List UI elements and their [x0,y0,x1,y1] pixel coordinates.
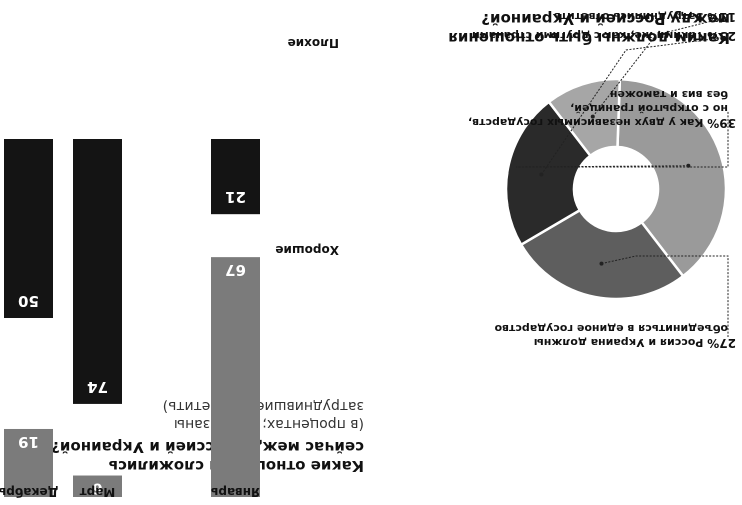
pie-leader-3-dot [590,114,595,119]
pie-leader-3 [592,16,729,117]
pie-slice-1 [519,208,685,301]
pie-leader-1 [601,255,729,337]
bar-bad-2 [4,139,53,318]
pie-leader-2-dot [539,172,544,177]
bar-good-label-1: 6 [92,480,102,498]
bar-good-0 [211,257,260,497]
pie-leader-2 [540,36,729,175]
bar-good-2 [4,428,53,497]
bar-good-label-2: 19 [18,433,39,451]
bar-category-2: Декабрь [0,485,58,499]
pie-slice-3 [547,77,622,158]
bar-category-0: Январь [210,485,260,499]
bar-bad-label-2: 50 [18,292,39,310]
bar-bad-label-1: 74 [87,378,108,396]
legend-bad: Плохие [287,36,339,50]
bar-bad-label-0: 21 [225,188,246,206]
bar-category-1: Март [80,485,116,499]
bar-bad-0 [211,139,260,215]
pie-leader-0 [515,111,729,168]
pie-slice-0 [616,77,728,278]
pie-slice-2 [504,100,593,247]
bar-good-1 [73,475,122,497]
pie-leader-0-dot [686,163,691,168]
legend-good: Хорошие [275,243,339,257]
pie-leader-1-dot [599,261,604,266]
bar-good-label-0: 67 [225,261,246,279]
bar-bad-1 [73,139,122,404]
